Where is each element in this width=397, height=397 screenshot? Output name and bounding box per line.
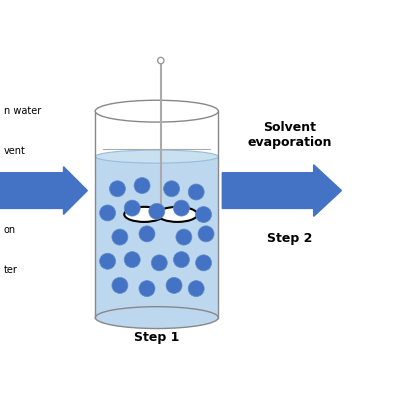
Circle shape <box>124 200 140 216</box>
Circle shape <box>110 181 125 197</box>
Circle shape <box>173 200 189 216</box>
Circle shape <box>112 278 128 293</box>
FancyArrow shape <box>222 165 341 216</box>
Circle shape <box>134 177 150 194</box>
Circle shape <box>176 229 192 245</box>
Text: n water: n water <box>4 106 41 116</box>
Ellipse shape <box>95 150 218 163</box>
Text: Step 1: Step 1 <box>134 331 179 344</box>
Circle shape <box>158 58 164 64</box>
Text: Solvent
evaporation: Solvent evaporation <box>248 121 332 149</box>
Circle shape <box>196 206 212 223</box>
Text: ter: ter <box>4 265 18 275</box>
Circle shape <box>139 281 155 297</box>
Circle shape <box>151 255 167 271</box>
Circle shape <box>198 226 214 242</box>
Text: Step 2: Step 2 <box>267 232 312 245</box>
Ellipse shape <box>95 306 218 329</box>
Text: on: on <box>4 225 16 235</box>
Bar <box>95 156 218 318</box>
Circle shape <box>149 203 165 219</box>
Ellipse shape <box>95 100 218 122</box>
Ellipse shape <box>158 207 197 222</box>
Circle shape <box>166 278 182 293</box>
Circle shape <box>188 184 204 200</box>
Circle shape <box>139 226 155 242</box>
FancyArrow shape <box>0 167 87 214</box>
Circle shape <box>173 252 189 268</box>
Ellipse shape <box>124 207 164 222</box>
Text: vent: vent <box>4 146 26 156</box>
Circle shape <box>112 229 128 245</box>
Circle shape <box>164 181 179 197</box>
Circle shape <box>124 252 140 268</box>
Bar <box>95 111 218 318</box>
Circle shape <box>100 205 116 221</box>
Circle shape <box>100 253 116 269</box>
Circle shape <box>196 255 212 271</box>
Circle shape <box>188 281 204 297</box>
